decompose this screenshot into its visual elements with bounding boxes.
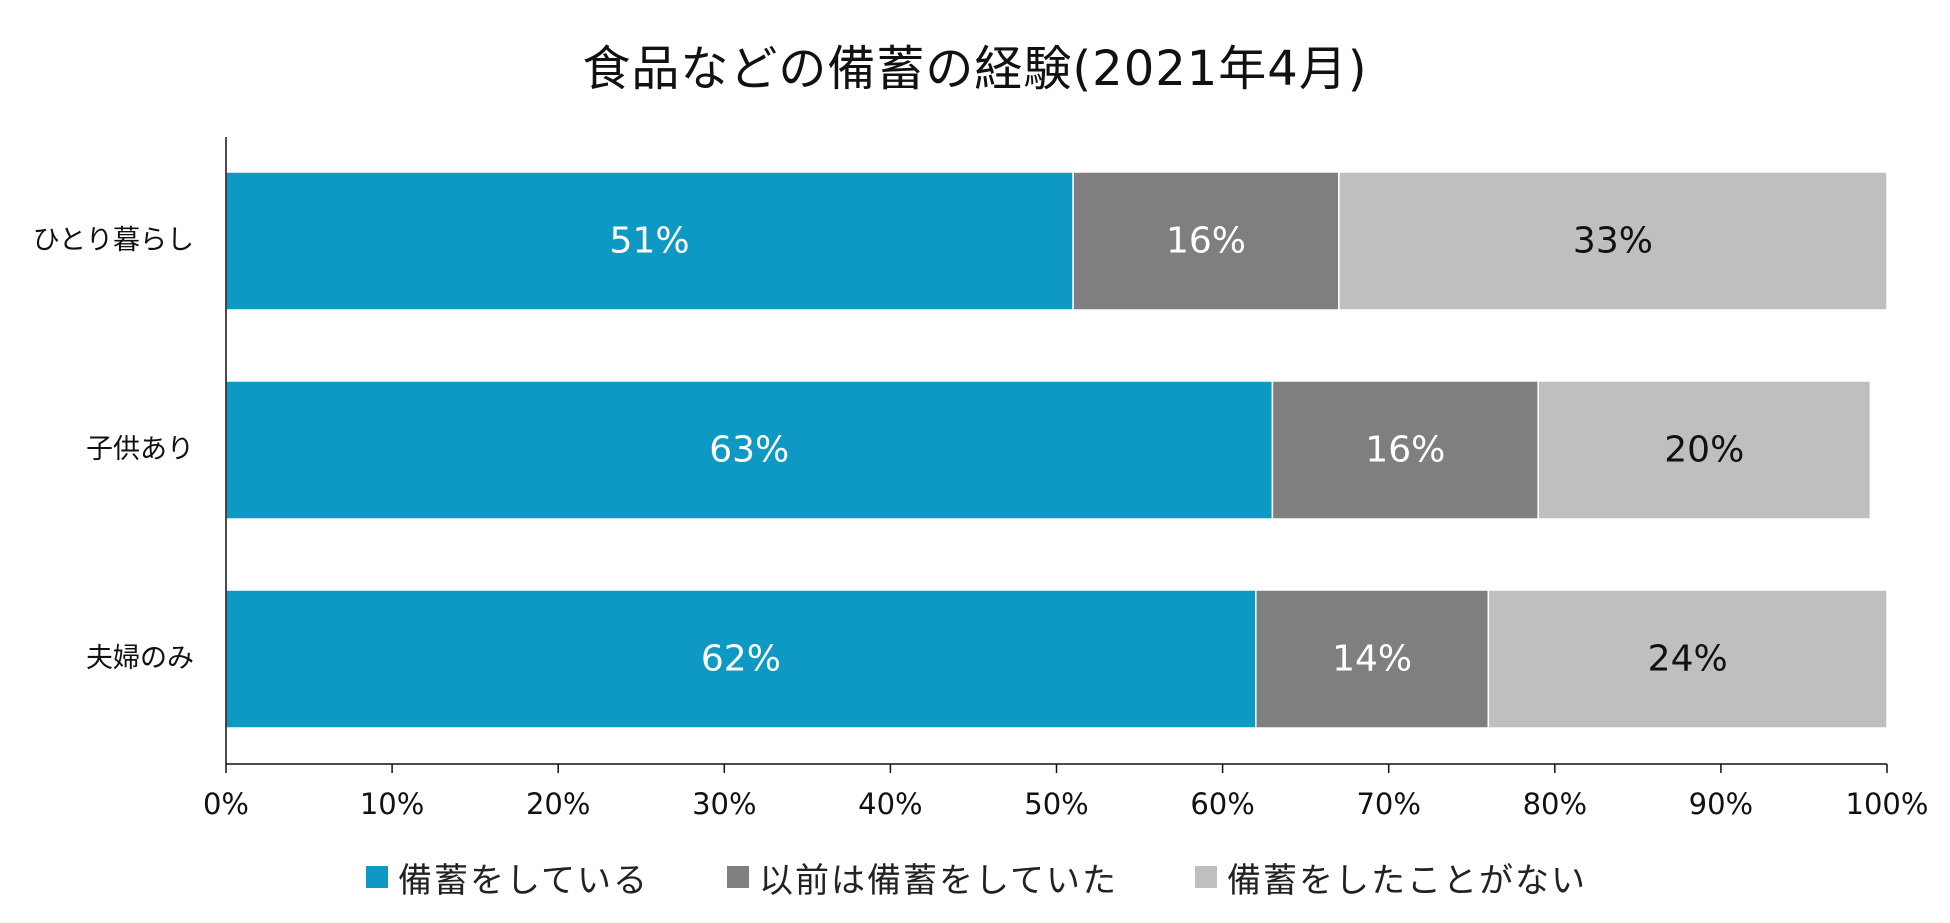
x-tick-label: 80% [1523, 787, 1587, 821]
data-label-with-children-stockpiling: 63% [709, 430, 789, 471]
x-tick-label: 20% [526, 787, 590, 821]
legend-label-stockpiling: 備蓄をしている [398, 860, 649, 901]
category-label-solo: ひとり暮らし [32, 225, 194, 256]
bar-segment-couple-only-previously-stockpiled [1255, 589, 1490, 729]
legend-swatch-previously-stockpiled [727, 866, 749, 888]
bar-segment-solo-never-stockpiled [1338, 171, 1888, 311]
x-tick-label: 10% [360, 787, 424, 821]
data-label-solo-stockpiling: 51% [610, 221, 690, 262]
bar-segment-solo-previously-stockpiled [1072, 171, 1340, 311]
legend-swatch-never-stockpiled [1195, 866, 1217, 888]
x-tick-label: 60% [1190, 787, 1254, 821]
data-label-solo-previously-stockpiled: 16% [1166, 221, 1246, 262]
bar-segment-with-children-stockpiling [225, 380, 1274, 520]
legend-label-previously-stockpiled: 以前は備蓄をしていた [759, 860, 1118, 901]
data-label-couple-only-previously-stockpiled: 14% [1332, 639, 1412, 680]
x-tick-label: 90% [1689, 787, 1753, 821]
x-tick-label: 30% [692, 787, 756, 821]
bar-segment-with-children-never-stockpiled [1537, 380, 1872, 520]
bars-layer: 51% 16% 33% 63% 16% 20% 62% 14% 24% [225, 171, 1888, 729]
category-label-couple-only: 夫婦のみ [86, 643, 194, 674]
category-label-with-children: 子供あり [86, 434, 194, 465]
legend-swatch-stockpiling [366, 866, 388, 888]
x-tick-label: 0% [203, 787, 249, 821]
data-label-with-children-previously-stockpiled: 16% [1365, 430, 1445, 471]
x-tick-label: 100% [1846, 787, 1929, 821]
data-label-couple-only-stockpiling: 62% [701, 639, 781, 680]
legend-label-never-stockpiled: 備蓄をしたことがない [1227, 860, 1587, 901]
x-tick-label: 70% [1356, 787, 1420, 821]
bar-segment-couple-only-never-stockpiled [1487, 589, 1888, 729]
legend: 備蓄をしている 以前は備蓄をしていた 備蓄をしたことがない [0, 852, 1950, 902]
legend-item-stockpiling: 備蓄をしている [366, 852, 649, 902]
legend-item-never-stockpiled: 備蓄をしたことがない [1195, 852, 1587, 902]
bar-segment-couple-only-stockpiling [225, 589, 1257, 729]
x-tick-label: 40% [858, 787, 922, 821]
chart-title: 食品などの備蓄の経験(2021年4月) [582, 41, 1368, 97]
legend-item-previously-stockpiled: 以前は備蓄をしていた [727, 852, 1118, 902]
data-label-with-children-never-stockpiled: 20% [1664, 430, 1744, 471]
bar-segment-with-children-previously-stockpiled [1271, 380, 1539, 520]
axis-layer: 0% 10% 20% 30% 40% 50% 60% 70% 80% 90% 100% [203, 137, 1928, 821]
data-label-couple-only-never-stockpiled: 24% [1648, 639, 1728, 680]
data-label-solo-never-stockpiled: 33% [1573, 221, 1653, 262]
x-tick-label: 50% [1024, 787, 1088, 821]
bar-segment-solo-stockpiling [225, 171, 1074, 311]
